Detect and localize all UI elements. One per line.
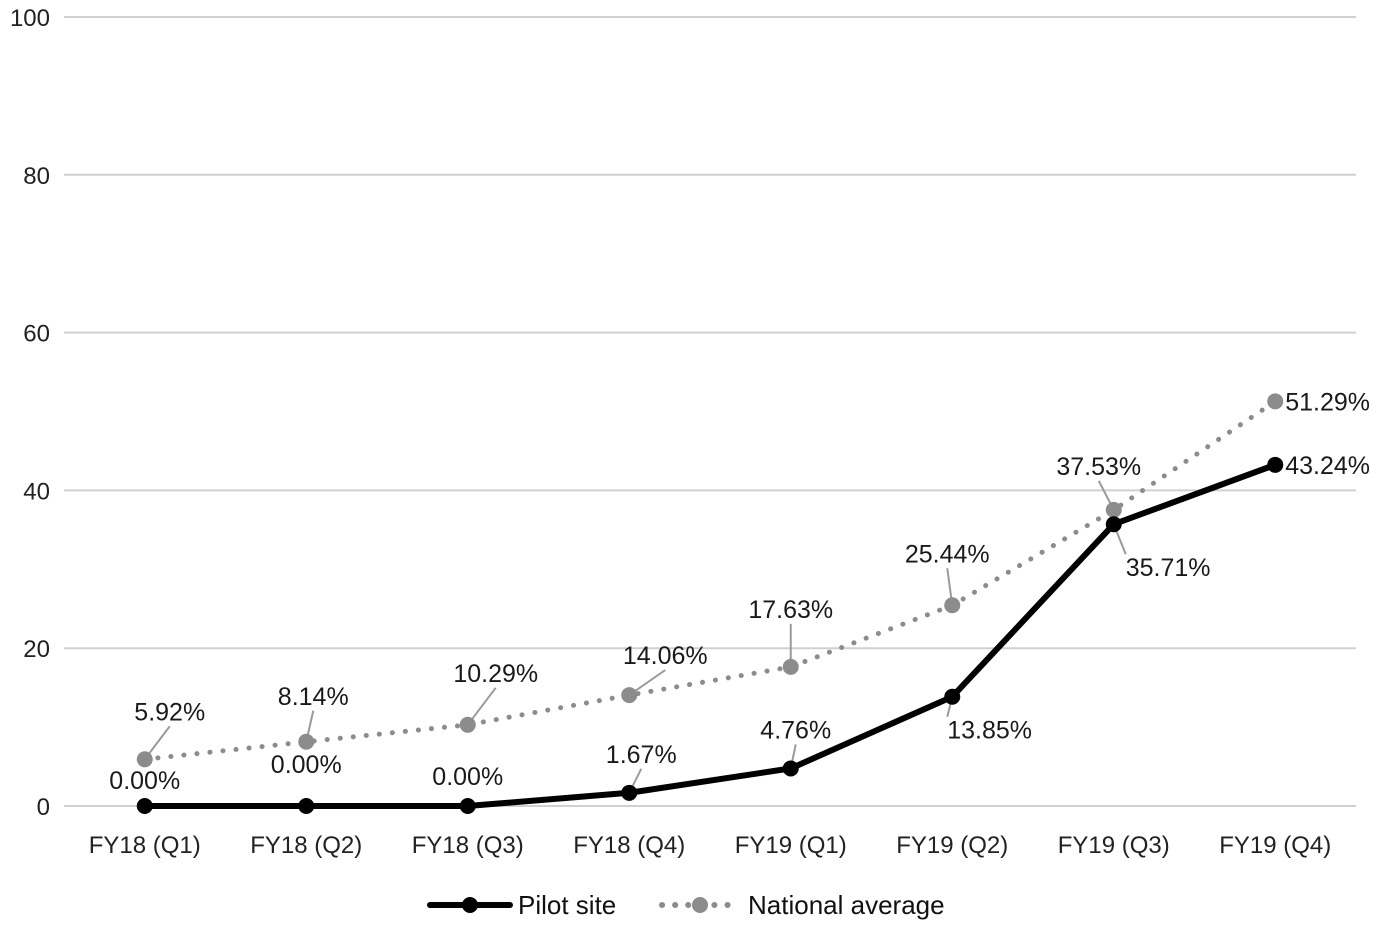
x-tick-label: FY18 (Q3) xyxy=(412,832,524,859)
data-label-pilot-site: 13.85% xyxy=(947,717,1032,745)
x-tick-label: FY19 (Q3) xyxy=(1058,832,1170,859)
point-national-average xyxy=(782,658,799,675)
y-tick-label: 80 xyxy=(23,163,50,190)
point-national-average xyxy=(459,716,476,733)
y-tick-label: 40 xyxy=(23,478,50,505)
point-pilot-site xyxy=(1105,516,1122,533)
point-pilot-site xyxy=(298,798,315,814)
data-label-national-average: 14.06% xyxy=(623,642,708,670)
x-axis-ticks: FY18 (Q1) FY18 (Q2) FY18 (Q3) FY18 (Q4) FY19… xyxy=(89,832,1332,859)
data-label-pilot-site: 4.76% xyxy=(760,716,831,744)
series-line-pilot-site xyxy=(141,461,1279,809)
data-label-national-average: 51.29% xyxy=(1285,388,1370,416)
data-label-pilot-site: 0.00% xyxy=(271,751,342,779)
point-pilot-site xyxy=(459,798,476,814)
legend: Pilot site National average xyxy=(427,890,945,920)
data-label-national-average: 10.29% xyxy=(453,660,538,688)
series xyxy=(136,393,1284,814)
legend-item-national-average: National average xyxy=(659,890,945,920)
x-tick-label: FY18 (Q2) xyxy=(250,832,362,859)
x-tick-label: FY19 (Q4) xyxy=(1219,832,1331,859)
data-label-pilot-site: 1.67% xyxy=(606,741,677,769)
x-tick-label: FY18 (Q4) xyxy=(573,832,685,859)
legend-marker-national-average xyxy=(692,897,708,913)
y-tick-label: 60 xyxy=(23,321,50,348)
point-pilot-site xyxy=(782,760,799,777)
legend-marker-pilot-site xyxy=(462,897,478,913)
point-pilot-site xyxy=(621,784,638,801)
point-pilot-site xyxy=(1267,456,1284,473)
x-tick-label: FY18 (Q1) xyxy=(89,832,201,859)
y-tick-label: 20 xyxy=(23,636,50,663)
y-axis-ticks: 0 20 40 60 80 100 xyxy=(10,5,50,821)
data-label-pilot-site: 43.24% xyxy=(1285,452,1370,480)
data-label-pilot-site: 0.00% xyxy=(109,767,180,795)
y-tick-label: 0 xyxy=(37,794,50,821)
point-pilot-site xyxy=(944,688,961,705)
data-label-national-average: 5.92% xyxy=(134,698,205,726)
data-label-national-average: 8.14% xyxy=(278,683,349,711)
data-label-national-average: 17.63% xyxy=(748,596,833,624)
legend-label-pilot-site: Pilot site xyxy=(518,890,616,920)
x-tick-label: FY19 (Q2) xyxy=(896,832,1008,859)
point-national-average xyxy=(136,751,153,768)
data-label-national-average: 37.53% xyxy=(1056,453,1141,481)
legend-item-pilot-site: Pilot site xyxy=(427,890,616,920)
point-pilot-site xyxy=(136,798,153,814)
point-national-average xyxy=(621,687,638,704)
point-national-average xyxy=(1267,393,1284,410)
grid-lines xyxy=(64,16,1356,807)
point-national-average xyxy=(1105,501,1122,518)
point-national-average xyxy=(944,597,961,614)
data-label-pilot-site: 0.00% xyxy=(432,763,503,791)
data-label-national-average: 25.44% xyxy=(905,540,990,568)
legend-label-national-average: National average xyxy=(748,890,945,920)
data-label-pilot-site: 35.71% xyxy=(1126,554,1211,582)
x-tick-label: FY19 (Q1) xyxy=(735,832,847,859)
series-line-national-average xyxy=(142,398,1278,762)
point-national-average xyxy=(298,733,315,750)
y-tick-label: 100 xyxy=(10,5,50,32)
data-labels: 5.92% 8.14% 10.29% 14.06% 17.63% 25.44% 37.53%… xyxy=(109,388,1370,795)
